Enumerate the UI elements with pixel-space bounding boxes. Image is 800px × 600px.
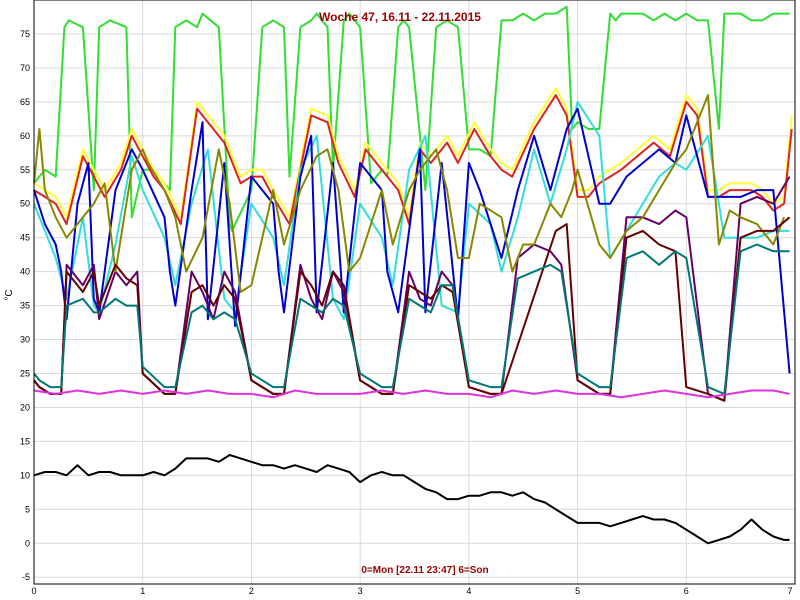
y-tick-label: 30 [20, 335, 30, 345]
y-tick-label: 45 [20, 233, 30, 243]
y-tick-label: -5 [22, 572, 30, 582]
x-tick-label: 7 [787, 586, 792, 596]
series-line-7 [33, 94, 786, 293]
y-axis-label: °C [4, 289, 15, 300]
y-tick-label: 20 [20, 402, 30, 412]
y-tick-label: 40 [20, 267, 30, 277]
x-tick-label: 6 [684, 586, 689, 596]
series-line-2 [33, 87, 793, 219]
y-tick-label: 10 [20, 470, 30, 480]
y-tick-label: 25 [20, 368, 30, 378]
x-tick-label: 3 [358, 586, 363, 596]
grid [33, 0, 796, 584]
y-tick-label: 0 [25, 538, 30, 548]
plot-frame [33, 0, 796, 585]
series-line-8 [33, 216, 791, 402]
series-lines [33, 5, 793, 545]
x-tick-label: 4 [466, 586, 471, 596]
x-tick-label: 2 [249, 586, 254, 596]
y-tick-label: 15 [20, 436, 30, 446]
series-line-9 [33, 243, 790, 395]
chart-footer: 0=Mon [22.11 23:47] 6=Son [361, 565, 488, 576]
y-tick-label: 50 [20, 199, 30, 209]
series-line-5 [33, 107, 791, 374]
y-tick-label: 35 [20, 301, 30, 311]
x-tick-label: 5 [575, 586, 580, 596]
x-tick-label: 1 [140, 586, 145, 596]
y-tick-label: 60 [20, 131, 30, 141]
series-line-10 [33, 389, 790, 399]
x-tick-label: 0 [31, 586, 36, 596]
y-tick-label: 65 [20, 97, 30, 107]
y-tick-label: 55 [20, 165, 30, 175]
series-line-11 [33, 454, 790, 545]
y-tick-label: 75 [20, 29, 30, 39]
y-tick-label: 5 [25, 504, 30, 514]
chart-title: Woche 47, 16.11 - 22.11.2015 [319, 10, 481, 24]
y-tick-label: 70 [20, 63, 30, 73]
